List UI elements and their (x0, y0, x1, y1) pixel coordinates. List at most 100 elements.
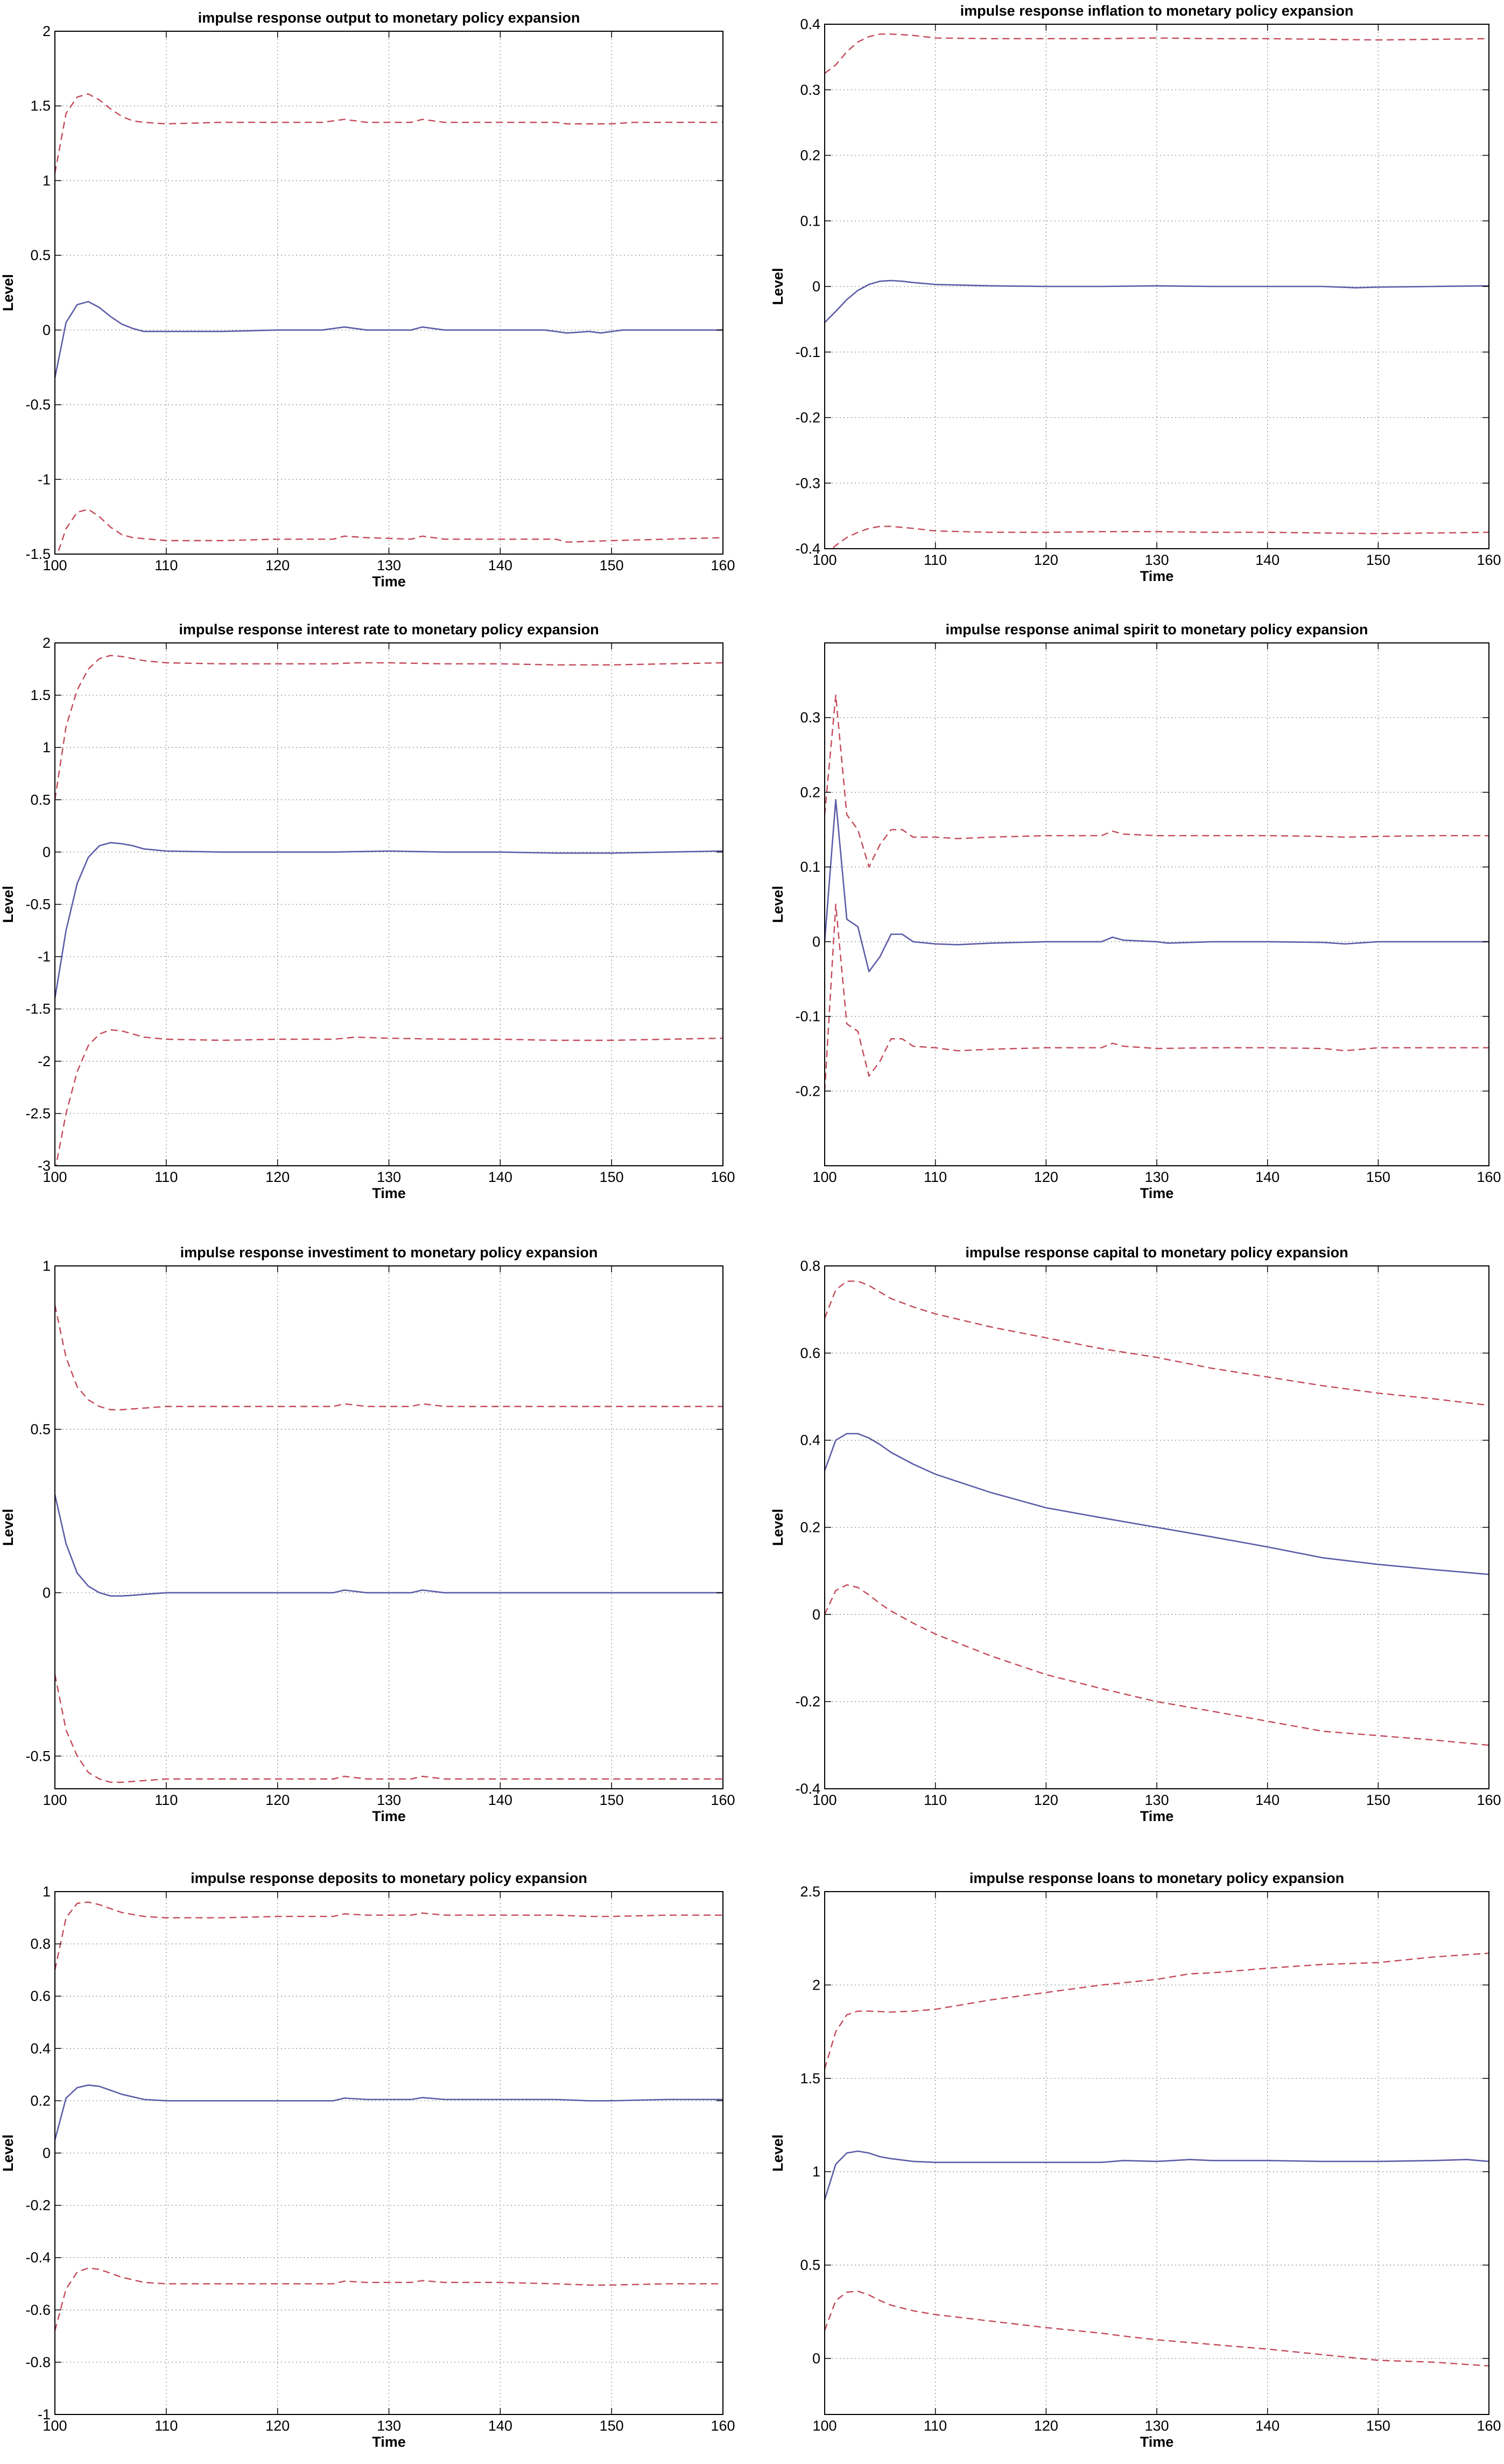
x-tick-label-150: 150 (600, 557, 624, 573)
x-tick-label-130: 130 (1144, 1792, 1169, 1808)
series-line-response (55, 842, 723, 999)
y-tick-label-0-2: 0.2 (800, 148, 820, 164)
plot-area (55, 31, 723, 554)
x-axis-label: Time (1140, 2434, 1174, 2450)
x-tick-label-150: 150 (1366, 1169, 1390, 1185)
y-tick-label--0-1: -0.1 (795, 344, 820, 360)
x-tick-label-100: 100 (812, 1169, 837, 1185)
x-tick-label-130: 130 (1144, 552, 1169, 568)
x-tick-label-130: 130 (377, 1169, 401, 1185)
series-line-lower-band (825, 1584, 1489, 1746)
series-line-response (825, 279, 1489, 323)
x-tick-label-130: 130 (1144, 2418, 1169, 2434)
y-axis-label: Level (770, 1509, 786, 1546)
x-tick-label-150: 150 (1366, 1792, 1390, 1808)
x-axis-label: Time (372, 1185, 406, 1201)
chart-panel-2: 100 110 120 130 140 150 160 -0.4 -0.3 -0.2 -0.1 0 0.… (770, 3, 1501, 584)
plot-area (825, 643, 1489, 1166)
y-tick-label-0-6: 0.6 (800, 1345, 820, 1361)
x-tick-label-100: 100 (43, 557, 67, 573)
x-tick-label-150: 150 (600, 1169, 624, 1185)
y-tick-label--1: -1 (38, 2406, 51, 2423)
y-tick-label-0: 0 (43, 1585, 51, 1601)
series-line-upper-band (55, 1901, 723, 1970)
series-line-upper-band (825, 33, 1489, 74)
x-tick-label-120: 120 (1034, 552, 1058, 568)
x-axis-label: Time (372, 1808, 406, 1824)
y-axis-label: Level (0, 886, 16, 923)
x-tick-label-110: 110 (154, 1169, 178, 1185)
x-tick-label-110: 110 (924, 1169, 947, 1185)
x-tick-label-160: 160 (711, 1792, 735, 1808)
y-tick-label--1: -1 (38, 471, 51, 487)
y-tick-label--0-2: -0.2 (795, 1693, 820, 1710)
y-tick-label--0-8: -0.8 (25, 2354, 51, 2370)
chart-title: impulse response capital to monetary pol… (965, 1244, 1348, 1261)
x-tick-label-150: 150 (1366, 552, 1390, 568)
y-tick-label-0-1: 0.1 (800, 213, 820, 229)
chart-panel-8: 100 110 120 130 140 150 160 0 0.5 1 1.5 2 2.5 impulse… (770, 1870, 1501, 2450)
y-tick-label--0-2: -0.2 (795, 410, 820, 426)
x-tick-label-150: 150 (1366, 2418, 1390, 2434)
y-tick-label-0-5: 0.5 (30, 792, 51, 808)
y-tick-label-0-1: 0.1 (800, 859, 820, 875)
plot-area (825, 1892, 1489, 2414)
y-tick-label--2: -2 (38, 1053, 51, 1069)
y-tick-label-0-2: 0.2 (30, 2092, 51, 2109)
y-tick-label-0-4: 0.4 (30, 2040, 51, 2056)
x-tick-label-120: 120 (1034, 2418, 1058, 2434)
x-tick-label-160: 160 (711, 2418, 735, 2434)
y-tick-label-0-5: 0.5 (800, 2257, 820, 2273)
chart-panel-1: 100 110 120 130 140 150 160 -1.5 -1 -0.5 0 0.5 1 1.5 2… (0, 10, 735, 590)
y-tick-label--0-4: -0.4 (795, 1781, 820, 1797)
y-tick-label--3: -3 (38, 1158, 51, 1174)
series-line-response (825, 799, 1489, 972)
x-tick-label-110: 110 (154, 1792, 178, 1808)
y-tick-label-0: 0 (43, 322, 51, 338)
y-tick-label--0-1: -0.1 (795, 1009, 820, 1025)
x-tick-label-150: 150 (600, 2418, 624, 2434)
y-tick-label-1: 1 (812, 2164, 820, 2180)
y-tick-label-0-2: 0.2 (800, 1520, 820, 1536)
x-tick-label-110: 110 (924, 552, 947, 568)
y-tick-label-0-6: 0.6 (30, 1988, 51, 2004)
x-axis-label: Time (1140, 1185, 1174, 1201)
x-tick-label-140: 140 (488, 1169, 512, 1185)
series-line-response (55, 1494, 723, 1597)
y-tick-label--1: -1 (38, 949, 51, 965)
x-tick-label-110: 110 (154, 2418, 178, 2434)
y-tick-label-0-3: 0.3 (800, 82, 820, 98)
series-line-response (825, 1433, 1489, 1576)
series-line-upper-band (55, 93, 723, 173)
x-tick-label-160: 160 (711, 557, 735, 573)
x-tick-label-140: 140 (488, 1792, 512, 1808)
y-tick-label-0-2: 0.2 (800, 784, 820, 800)
x-axis-label: Time (372, 573, 406, 590)
plot-area (55, 1892, 723, 2414)
series-line-lower-band (825, 904, 1489, 1091)
chart-title: impulse response inflation to monetary p… (960, 3, 1354, 19)
x-tick-label-110: 110 (924, 2418, 947, 2434)
x-tick-label-130: 130 (1144, 1169, 1169, 1185)
y-tick-label--1-5: -1.5 (25, 1001, 51, 1017)
y-tick-label-0: 0 (43, 2145, 51, 2161)
series-line-upper-band (825, 1952, 1489, 2069)
y-axis-label: Level (770, 268, 786, 305)
y-tick-label-0-8: 0.8 (30, 1936, 51, 1952)
y-tick-label--0-5: -0.5 (25, 897, 51, 913)
y-axis-label: Level (770, 2134, 786, 2172)
x-tick-label-160: 160 (1477, 552, 1501, 568)
x-tick-label-120: 120 (265, 557, 290, 573)
y-tick-label-1-5: 1.5 (30, 98, 51, 114)
y-tick-label--0-5: -0.5 (25, 397, 51, 413)
chart-title: impulse response interest rate to moneta… (179, 621, 599, 638)
chart-title: impulse response investiment to monetary… (180, 1244, 598, 1261)
y-tick-label--1-5: -1.5 (25, 546, 51, 562)
y-axis-label: Level (0, 1509, 16, 1546)
x-tick-label-130: 130 (377, 1792, 401, 1808)
y-tick-label-0: 0 (812, 2350, 820, 2367)
y-tick-label-1: 1 (43, 1258, 51, 1274)
x-tick-label-100: 100 (812, 2418, 837, 2434)
x-tick-label-140: 140 (1255, 2418, 1280, 2434)
